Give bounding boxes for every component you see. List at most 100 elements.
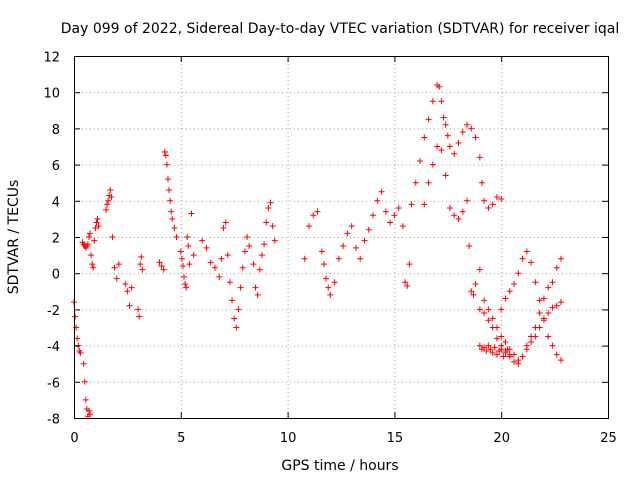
data-point [481, 310, 488, 317]
data-point [361, 237, 368, 244]
data-point [85, 234, 92, 240]
data-point [434, 143, 441, 150]
data-point [485, 205, 492, 212]
data-point [476, 154, 483, 161]
data-point [421, 201, 428, 208]
data-point [115, 261, 122, 268]
data-point [239, 264, 246, 271]
data-point [235, 306, 242, 313]
x-tick-label: 5 [177, 431, 185, 446]
data-point [553, 351, 560, 358]
data-point [233, 324, 240, 331]
data-point [468, 125, 475, 132]
data-point [344, 230, 351, 237]
data-point [218, 255, 225, 262]
data-point [459, 208, 466, 215]
data-point [464, 197, 471, 204]
data-point [498, 306, 505, 313]
data-point [199, 237, 206, 244]
data-point [466, 243, 473, 250]
data-point [122, 281, 129, 288]
data-point [493, 194, 500, 201]
data-point [88, 252, 95, 259]
data-point [163, 161, 170, 168]
data-point [90, 264, 97, 271]
data-point [412, 179, 419, 186]
data-point [536, 310, 543, 317]
data-point [485, 342, 492, 349]
data-point [511, 281, 518, 288]
data-point [108, 194, 115, 201]
data-point [178, 255, 185, 262]
data-point [444, 132, 451, 139]
data-point [425, 116, 432, 123]
data-point [549, 304, 556, 311]
data-point [406, 261, 413, 268]
data-point [485, 317, 492, 324]
data-point [136, 313, 143, 320]
data-point [387, 219, 394, 226]
data-point [241, 248, 248, 255]
data-point [378, 188, 385, 195]
data-point [536, 297, 543, 304]
data-point [203, 244, 210, 251]
data-point [126, 302, 133, 309]
data-point [185, 243, 192, 250]
data-point [429, 98, 436, 105]
axis-ticks: 0 5 10 15 20 25 -8 -6 -4 -2 0 2 4 6 8 10 12 [43, 51, 616, 447]
data-point [128, 284, 135, 291]
data-point [506, 351, 513, 358]
data-point [438, 98, 445, 105]
data-point [545, 284, 552, 291]
data-point [399, 223, 406, 230]
data-point [502, 349, 509, 356]
data-point [498, 195, 505, 202]
data-point [402, 279, 409, 286]
data-point [220, 224, 227, 231]
data-point [352, 244, 359, 251]
data-point [231, 315, 238, 322]
x-axis-label: GPS time / hours [281, 458, 398, 474]
data-point [87, 230, 94, 237]
data-point [408, 201, 415, 208]
data-point [85, 407, 92, 414]
data-point [498, 346, 505, 353]
data-point [207, 259, 214, 266]
data-point [370, 212, 377, 219]
data-point [532, 279, 539, 286]
data-point [487, 346, 494, 353]
data-point [504, 346, 511, 353]
data-point [478, 179, 485, 186]
data-point [216, 273, 223, 280]
data-point [171, 224, 178, 231]
y-tick-label: 6 [52, 159, 60, 174]
data-point [549, 342, 556, 349]
data-point [455, 215, 462, 222]
data-point [186, 261, 193, 268]
y-tick-label: 2 [52, 232, 60, 247]
data-point [168, 208, 175, 215]
data-point [440, 114, 447, 121]
data-point [374, 197, 381, 204]
y-axis-label: SDTVAR / TECUs [6, 180, 22, 295]
data-point [77, 349, 84, 356]
data-point [489, 349, 496, 356]
data-point [506, 288, 513, 295]
data-point [188, 210, 195, 217]
data-point [425, 179, 432, 186]
data-point [261, 241, 268, 248]
data-point [269, 223, 276, 230]
x-tick-label: 10 [280, 431, 297, 446]
data-point [95, 223, 102, 230]
data-point [113, 275, 120, 282]
y-tick-label: 10 [43, 87, 60, 102]
data-point [472, 281, 479, 288]
data-point [476, 266, 483, 273]
chart-title: Day 099 of 2022, Sidereal Day-to-day VTE… [61, 21, 619, 37]
data-point [558, 299, 565, 306]
data-point [429, 161, 436, 168]
data-point [160, 266, 167, 273]
data-point [103, 206, 110, 213]
data-point [493, 335, 500, 342]
